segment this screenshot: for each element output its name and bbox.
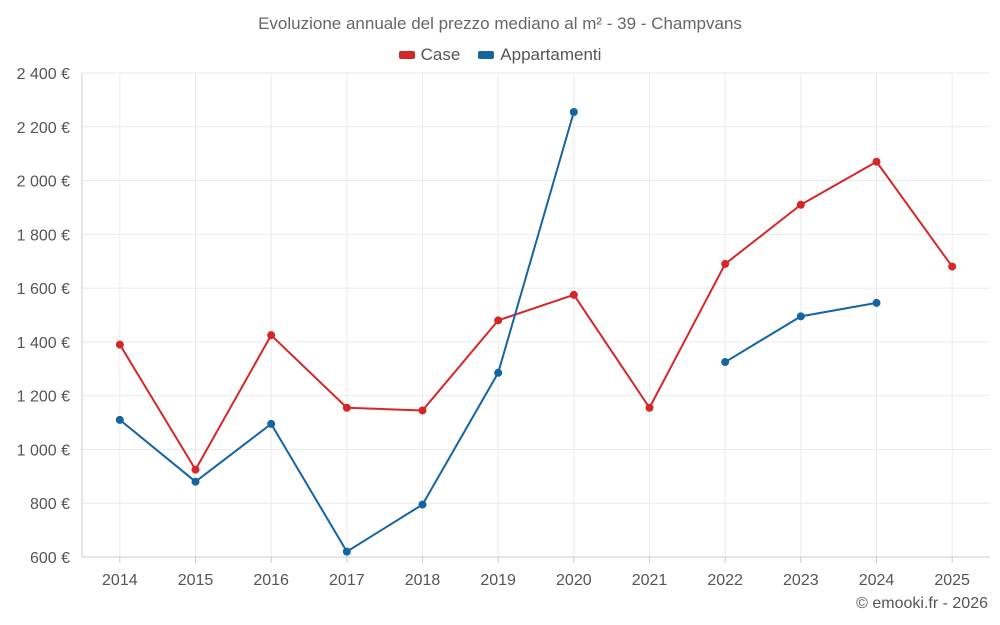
data-point-case (342, 403, 351, 412)
data-point-case (115, 340, 124, 349)
data-point-case (191, 465, 200, 474)
data-point-appartamenti (494, 368, 503, 377)
x-tick-label: 2016 (253, 572, 289, 589)
y-tick-label: 1 400 € (17, 335, 70, 352)
legend-item-case[interactable]: Case (398, 45, 461, 65)
legend-swatch-case (398, 51, 415, 59)
y-tick-label: 2 400 € (17, 66, 70, 83)
x-tick-label: 2017 (329, 572, 365, 589)
data-point-appartamenti (872, 298, 881, 307)
data-point-case (494, 316, 503, 325)
legend-label-case: Case (420, 45, 461, 64)
series-line-case (118, 160, 953, 471)
data-point-appartamenti (418, 500, 427, 509)
data-point-appartamenti (342, 547, 351, 556)
data-point-appartamenti (721, 358, 730, 367)
x-tick-label: 2020 (556, 572, 592, 589)
data-point-case (418, 406, 427, 415)
legend-item-appartamenti[interactable]: Appartamenti (478, 45, 601, 65)
x-tick-label: 2019 (480, 572, 516, 589)
x-tick-label: 2014 (102, 572, 138, 589)
data-point-case (721, 259, 730, 268)
y-tick-label: 800 € (30, 496, 70, 513)
x-tick-label: 2024 (859, 572, 895, 589)
x-tick-label: 2015 (178, 572, 214, 589)
legend-swatch-appartamenti (478, 51, 495, 59)
y-tick-label: 1 600 € (17, 281, 70, 298)
chart-legend: Case Appartamenti (0, 45, 1000, 65)
data-point-appartamenti (796, 312, 805, 321)
legend-label-appartamenti: Appartamenti (500, 45, 602, 64)
x-tick-label: 2022 (707, 572, 743, 589)
x-tick-label: 2018 (405, 572, 441, 589)
x-tick-label: 2025 (934, 572, 970, 589)
y-tick-label: 600 € (30, 550, 70, 567)
data-point-case (645, 403, 654, 412)
y-tick-label: 1 800 € (17, 227, 70, 244)
y-tick-label: 2 200 € (17, 120, 70, 137)
data-point-case (872, 157, 881, 166)
chart-title: Evoluzione annuale del prezzo mediano al… (258, 14, 742, 33)
data-point-appartamenti (267, 419, 276, 428)
y-tick-label: 1 200 € (17, 389, 70, 406)
data-point-case (569, 290, 578, 299)
x-tick-label: 2021 (632, 572, 668, 589)
y-tick-label: 1 000 € (17, 442, 70, 459)
data-point-appartamenti (191, 477, 200, 486)
data-point-case (796, 200, 805, 209)
data-point-case (948, 262, 957, 271)
data-point-appartamenti (569, 107, 578, 116)
copyright-footer: © emooki.fr - 2026 (856, 595, 988, 612)
data-point-case (267, 331, 276, 340)
y-tick-label: 2 000 € (17, 174, 70, 191)
data-point-appartamenti (115, 415, 124, 424)
x-tick-label: 2023 (783, 572, 819, 589)
